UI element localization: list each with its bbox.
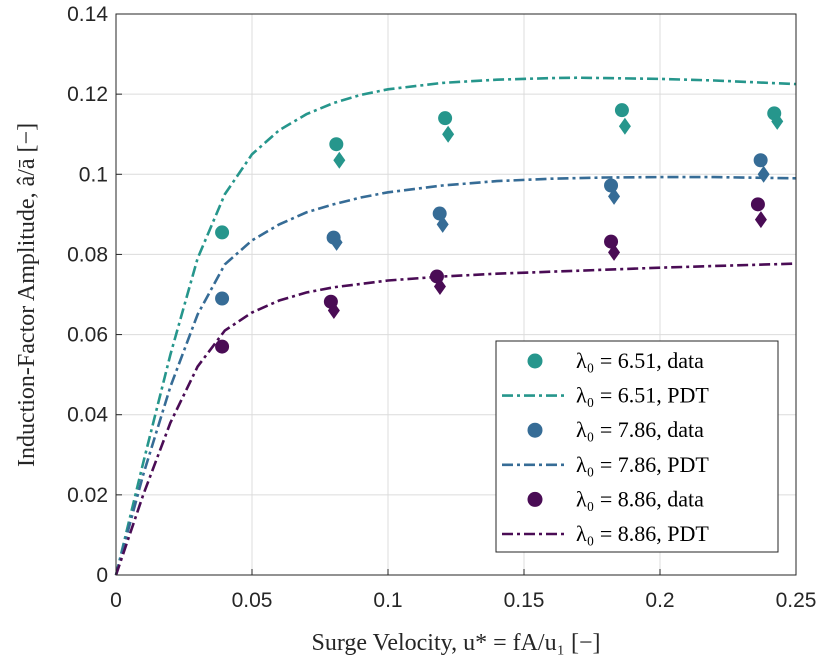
x-tick-label: 0.2 <box>645 589 674 612</box>
data-point-circle <box>215 225 230 240</box>
y-tick-label: 0.02 <box>67 484 108 507</box>
legend-label: λ₀ = 8.86, PDT <box>576 521 709 546</box>
data-point-diamond <box>608 187 621 205</box>
data-markers <box>215 103 784 354</box>
legend-label: λ₀ = 6.51, data <box>576 348 704 373</box>
x-tick-label: 0.1 <box>373 589 402 612</box>
data-point-circle <box>438 111 453 126</box>
data-point-circle <box>215 339 230 354</box>
y-tick-label: 0.14 <box>67 3 108 26</box>
pdt-curves <box>114 76 797 576</box>
data-point-diamond <box>333 151 346 169</box>
y-tick-label: 0 <box>96 564 108 587</box>
pdt-curve-8-86-pdt <box>114 262 797 576</box>
legend-marker-icon <box>527 422 543 438</box>
data-point-circle <box>329 137 344 152</box>
legend: λ₀ = 6.51, data λ₀ = 6.51, PDT λ₀ = 7.86, … <box>495 340 779 553</box>
data-point-circle <box>750 197 765 212</box>
y-tick-label: 0.06 <box>67 324 108 347</box>
y-tick-label: 0.1 <box>79 163 108 186</box>
x-tick-label: 0.15 <box>504 589 545 612</box>
data-point-diamond <box>754 211 767 229</box>
data-point-circle <box>614 103 629 118</box>
x-axis-label: Surge Velocity, u* = fA/u₁ [−] <box>312 630 601 656</box>
grid <box>116 14 796 575</box>
y-tick-label: 0.08 <box>67 243 108 266</box>
legend-marker-icon <box>527 491 543 507</box>
legend-box <box>495 340 779 553</box>
legend-label: λ₀ = 7.86, PDT <box>576 452 709 477</box>
data-point-circle <box>215 291 230 306</box>
data-point-diamond <box>327 302 340 320</box>
data-point-circle <box>432 206 447 221</box>
legend-label: λ₀ = 6.51, PDT <box>576 383 709 408</box>
data-point-diamond <box>757 165 770 183</box>
x-tick-label: 0.25 <box>776 589 817 612</box>
y-tick-label: 0.04 <box>67 404 108 427</box>
plot-frame <box>115 13 797 576</box>
data-point-circle <box>604 178 619 193</box>
pdt-curve-7-86-pdt <box>114 175 797 576</box>
y-tick-label: 0.12 <box>67 83 108 106</box>
legend-marker-icon <box>527 353 543 369</box>
data-point-diamond <box>771 112 784 130</box>
data-point-circle <box>604 234 619 249</box>
data-point-diamond <box>608 243 621 261</box>
tick-labels: 0 0.05 0.1 0.15 0.2 0.25 0 0.02 0.04 0.06 0.08 0.1 0… <box>67 3 816 612</box>
x-tick-label: 0.05 <box>232 589 273 612</box>
pdt-curve-6-51-pdt <box>114 76 797 576</box>
data-point-diamond <box>433 277 446 295</box>
data-point-diamond <box>442 125 455 143</box>
x-tick-label: 0 <box>110 589 122 612</box>
data-point-diamond <box>436 215 449 233</box>
data-point-circle <box>753 153 768 168</box>
data-point-diamond <box>330 233 343 251</box>
data-point-diamond <box>618 117 631 135</box>
y-axis-label: Induction-Factor Amplitude, â/ā [−] <box>14 123 40 467</box>
legend-label: λ₀ = 8.86, data <box>576 486 704 511</box>
legend-label: λ₀ = 7.86, data <box>576 417 704 442</box>
